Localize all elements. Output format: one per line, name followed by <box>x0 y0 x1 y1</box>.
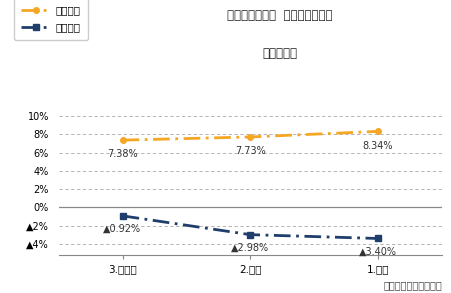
Text: 経常利益率: 経常利益率 <box>262 47 297 60</box>
Legend: 生存企業, 倒産企業: 生存企業, 倒産企業 <box>14 0 88 40</box>
Text: 倒産・生存企業  財務データ比較: 倒産・生存企業 財務データ比較 <box>227 9 332 22</box>
Text: 東京商工リサーチ調べ: 東京商工リサーチ調べ <box>383 280 442 290</box>
Text: ▲0.92%: ▲0.92% <box>103 224 142 234</box>
Text: 7.73%: 7.73% <box>235 146 266 156</box>
Text: ▲3.40%: ▲3.40% <box>359 247 397 257</box>
Text: ▲2.98%: ▲2.98% <box>231 243 269 253</box>
Text: 8.34%: 8.34% <box>363 141 393 151</box>
Text: 7.38%: 7.38% <box>107 149 138 159</box>
